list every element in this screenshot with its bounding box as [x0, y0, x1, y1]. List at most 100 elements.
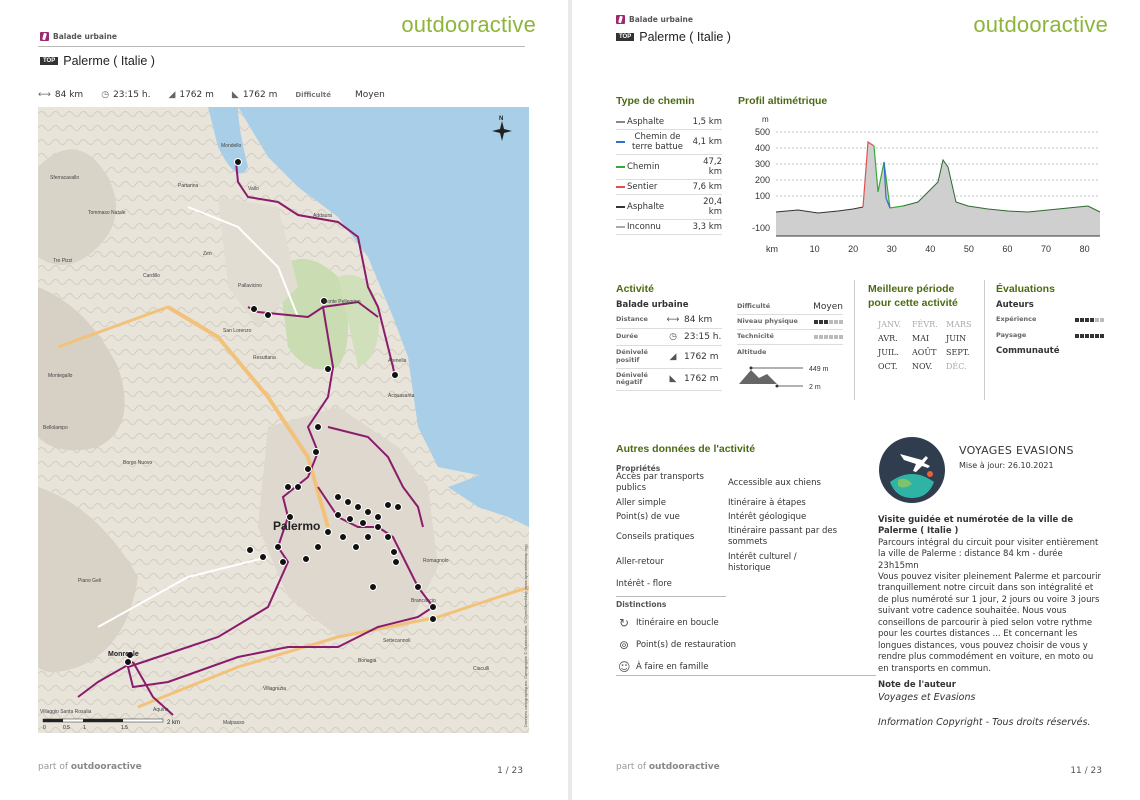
property-item: Itinéraire passant par des sommets [728, 526, 838, 547]
distinction-item: ↻ Itinéraire en boucle [618, 612, 878, 634]
property-item: Intérêt - flore [616, 579, 672, 589]
difficulty-label: Difficulté [737, 302, 771, 311]
highway [166, 305, 330, 528]
stat-duration: ◷ 23:15 h. [101, 90, 150, 100]
elevation-profile-chart: m 500 400 300 200 100 -100 10 20 30 40 50 60 70 80 k… [752, 115, 1101, 254]
x-tick-label: 50 [964, 244, 974, 254]
x-tick-label: 20 [848, 244, 858, 254]
property-item: Aller simple [616, 498, 667, 508]
track-type-row: Asphalte 1,5 km [616, 115, 722, 130]
difficulty-value: Moyen [355, 90, 385, 100]
activity-row-value: 23:15 h. [684, 332, 722, 342]
track-type-name: Chemin [627, 162, 660, 172]
month-item: DÉC. [946, 362, 967, 371]
brand-logo: outdooractive [401, 12, 536, 37]
svg-text:N: N [499, 116, 503, 122]
authors-label: Auteurs [996, 300, 1034, 310]
route-map[interactable]: Mondello Vallo Partanna Addaura Pallavicino… [38, 107, 529, 733]
landscape-rating [1075, 333, 1104, 338]
experience-row: Expérience [996, 315, 1104, 324]
y-tick-label: 500 [755, 127, 770, 137]
condition-rating [814, 319, 843, 324]
copyright-text: Information Copyright - Tous droits rése… [878, 717, 1091, 728]
distinctions-label: Distinctions [616, 600, 667, 609]
loop-icon: ↻ [618, 616, 630, 630]
activity-row-icon: ◣ [669, 374, 677, 385]
svg-text:Tre Pizzi: Tre Pizzi [53, 258, 72, 264]
track-type-list: Asphalte 1,5 km Chemin de terre battue 4,1 … [616, 115, 722, 235]
property-item: Aller-retour [616, 557, 664, 567]
distinctions-list: ↻ Itinéraire en boucle ⊚ Point(s) de restau… [618, 612, 878, 678]
svg-text:Tommaso Natale: Tommaso Natale [88, 210, 126, 216]
rating-dot [819, 319, 823, 324]
x-tick-label: 10 [810, 244, 820, 254]
y-tick-label: 400 [755, 143, 770, 153]
descent-icon: ◣ [231, 90, 239, 100]
condition-row: Niveau physique [737, 315, 843, 330]
svg-text:Cardillo: Cardillo [143, 273, 160, 279]
property-item: Accès par transports publics [616, 472, 704, 493]
sea [208, 107, 248, 174]
stat-ascent: ◢ 1762 m [168, 90, 213, 100]
divider [616, 675, 876, 676]
month-item: OCT. [878, 362, 898, 371]
x-tick-label: 60 [1002, 244, 1012, 254]
rating-dot [1090, 317, 1094, 322]
divider [854, 280, 855, 400]
x-tick-label: 30 [887, 244, 897, 254]
stat-difficulty: Difficulté Moyen [295, 90, 385, 100]
elevation-profile-heading: Profil altimétrique [738, 95, 828, 107]
track-type-name: Sentier [627, 182, 658, 192]
technique-rating [814, 334, 843, 339]
activity-row: Durée ◷ 23:15 h. [616, 329, 722, 346]
rating-dot [1100, 333, 1104, 338]
mountain-area [38, 149, 116, 265]
track-color-swatch [616, 226, 625, 228]
track-color-swatch [616, 206, 625, 208]
park-area [338, 275, 379, 367]
altitude-min: 2 m [809, 384, 821, 391]
profile-line [902, 158, 1101, 213]
top-badge: TOP [616, 33, 635, 41]
title-text: Palerme ( Italie ) [639, 30, 731, 44]
month-item: AVR. [878, 334, 898, 343]
experience-rating [1075, 317, 1104, 322]
track-type-name: Inconnu [627, 222, 661, 232]
rating-dot [1100, 317, 1104, 322]
track-type-value: 7,6 km [692, 182, 722, 192]
rating-dot [834, 319, 838, 324]
svg-text:Aquino: Aquino [153, 707, 169, 713]
svg-text:Malpasso: Malpasso [223, 720, 245, 726]
map-canvas: Mondello Vallo Partanna Addaura Pallavicino… [38, 107, 529, 733]
month-item: JUIL. [878, 348, 899, 357]
svg-text:Bellolampo: Bellolampo [43, 425, 68, 431]
rating-dot [829, 334, 833, 339]
stat-distance: ⟷ 84 km [38, 90, 83, 100]
activity-row-icon: ◢ [669, 351, 677, 362]
footer-brand: outdooractive [70, 762, 142, 772]
restaurant-icon: ⊚ [618, 638, 630, 652]
ascent-icon: ◢ [168, 90, 176, 100]
svg-text:1.5: 1.5 [121, 725, 128, 731]
track-type-name: Asphalte [627, 117, 665, 127]
scale-bar: 0 0.5 1 1.5 2 km [42, 718, 180, 731]
urban-area [218, 197, 298, 327]
rating-dot [1080, 317, 1084, 322]
activity-row: Dénivelé négatif ◣ 1762 m [616, 369, 722, 392]
altitude-icon: 449 m 2 m [739, 366, 829, 391]
activity-type: Balade urbaine [616, 300, 689, 310]
rating-dot [824, 319, 828, 324]
author-updated: Mise à jour: 26.10.2021 [959, 461, 1054, 470]
activity-row-value: 84 km [684, 315, 713, 325]
svg-text:0.5: 0.5 [63, 725, 70, 731]
svg-text:Resuttana: Resuttana [253, 355, 276, 361]
rating-dot [1075, 317, 1079, 322]
month-item: MARS [946, 320, 972, 329]
distance-value: 84 km [54, 90, 84, 100]
season-heading: Meilleure période pour cette activité [868, 283, 958, 309]
rating-dot [1095, 317, 1099, 322]
technique-row: Technicité [737, 330, 843, 345]
profile-asphalt [775, 206, 864, 214]
svg-text:Romagnolo: Romagnolo [423, 558, 449, 564]
mountain-area [38, 487, 138, 672]
